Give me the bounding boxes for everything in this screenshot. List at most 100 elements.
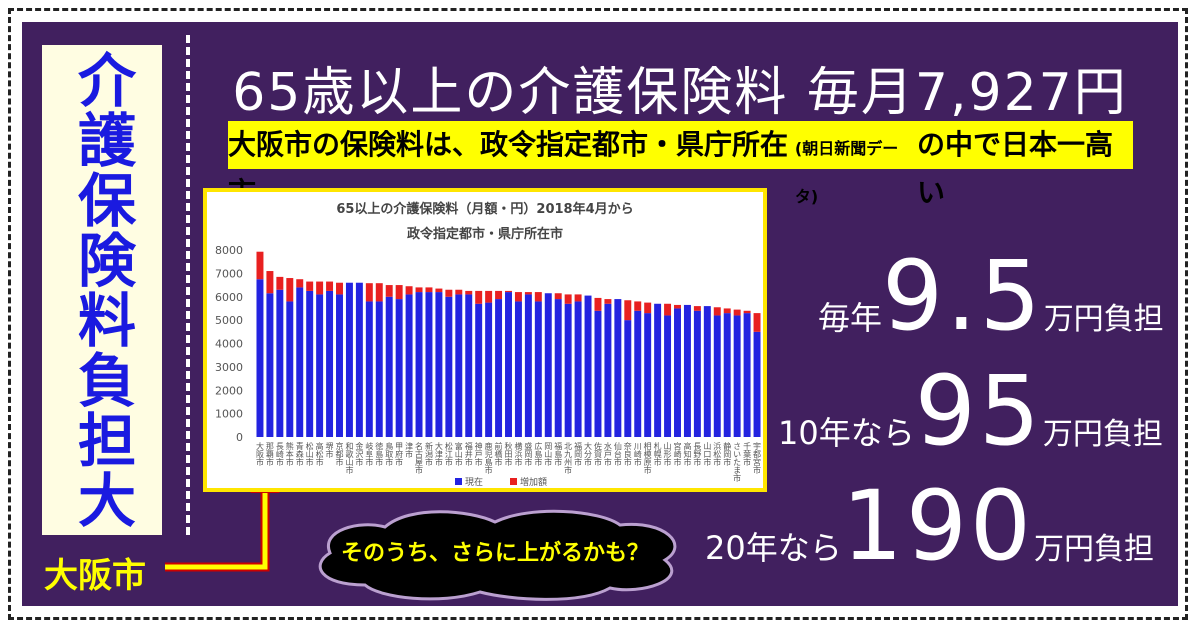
- bar-segment: [475, 290, 483, 304]
- bar-segment: [326, 281, 334, 291]
- bar-segment: [445, 289, 453, 297]
- bar-segment: [664, 303, 672, 316]
- cloud: [318, 509, 677, 601]
- x-tick-label: さいたま市: [733, 442, 742, 483]
- x-tick-label: 盛岡市: [524, 441, 533, 467]
- bar-segment: [455, 294, 463, 437]
- x-tick-label: 宇都宮市: [753, 441, 762, 475]
- bar-segment: [514, 292, 522, 302]
- bar-segment: [743, 310, 751, 314]
- cost-prefix: 10年なら: [778, 414, 915, 452]
- x-tick-label: 松江市: [444, 441, 453, 467]
- x-tick-label: 鹿児島市: [484, 441, 493, 475]
- bar-segment: [733, 309, 741, 316]
- y-tick-label: 4000: [215, 338, 243, 351]
- bar-segment: [644, 313, 652, 437]
- bar-segment: [485, 302, 493, 437]
- cost-amount: 95: [914, 355, 1043, 467]
- cost-line: 毎年 9.5 万円負担: [818, 240, 1164, 352]
- x-tick-label: 福井市: [464, 442, 473, 467]
- bar-segment: [753, 313, 761, 332]
- bar-segment: [276, 289, 284, 437]
- legend-label: 増加額: [520, 476, 547, 488]
- bar-segment: [554, 293, 562, 300]
- legend-swatch: [455, 478, 462, 485]
- bar-segment: [345, 282, 353, 437]
- x-tick-label: 鳥取市: [385, 441, 394, 467]
- bar-segment: [594, 297, 602, 311]
- y-tick-label: 7000: [215, 267, 243, 280]
- bar-segment: [495, 290, 503, 300]
- bar-segment: [495, 299, 503, 437]
- bar-segment: [415, 287, 423, 293]
- x-tick-label: 岡山市: [544, 442, 553, 467]
- bar-segment: [475, 303, 483, 437]
- x-tick-label: 福島市: [554, 442, 563, 467]
- bar-segment: [564, 294, 572, 304]
- x-tick-label: 福岡市: [574, 442, 583, 467]
- bar-segment: [634, 310, 642, 437]
- bar-segment: [286, 301, 294, 437]
- bar-segment: [256, 279, 264, 437]
- headline: 65歳以上の介護保険料 毎月7,927円: [232, 63, 1128, 123]
- y-tick-label: 0: [236, 431, 243, 444]
- bar-segment: [336, 294, 343, 437]
- x-tick-label: 名古屋市: [415, 441, 424, 475]
- bar-segment: [554, 299, 562, 437]
- bar-segment: [654, 303, 662, 437]
- bar-segment: [564, 303, 572, 437]
- x-tick-label: 水戸市: [603, 441, 612, 467]
- legend-label: 現在: [465, 476, 483, 488]
- bar-segment: [664, 315, 672, 437]
- bar-segment: [524, 292, 532, 295]
- bar-segment: [624, 320, 632, 437]
- bar-segment: [435, 292, 443, 437]
- chart: 65以上の介護保険料（月額・円）2018年4月から 政令指定都市・県庁所在市 0…: [203, 188, 767, 492]
- bar-segment: [693, 306, 701, 311]
- x-tick-label: 大津市: [434, 441, 443, 467]
- banner-note: (朝日新聞データ): [794, 139, 899, 206]
- bar-segment: [365, 301, 373, 437]
- bar-segment: [743, 313, 751, 437]
- x-tick-label: 浜松市: [713, 441, 722, 467]
- x-tick-label: 前橋市: [494, 441, 503, 467]
- bar-segment: [574, 294, 582, 302]
- cost-amount: 9.5: [882, 240, 1044, 352]
- bar-segment: [584, 295, 592, 437]
- x-tick-label: 津市: [405, 441, 414, 459]
- x-tick-label: 札幌市: [653, 441, 662, 467]
- x-tick-label: 山口市: [703, 441, 712, 467]
- callout-label: 大阪市: [44, 556, 146, 596]
- y-tick-label: 5000: [215, 314, 243, 327]
- bar-segment: [524, 294, 532, 437]
- bar-segment: [306, 290, 314, 437]
- bar-segment: [465, 294, 473, 437]
- x-tick-label: 山形市: [663, 441, 672, 467]
- x-tick-label: 横浜市: [514, 441, 523, 467]
- y-tick-label: 6000: [215, 291, 243, 304]
- x-tick-label: 金沢市: [355, 441, 364, 467]
- bar-segment: [435, 288, 443, 293]
- bar-segment: [544, 293, 552, 437]
- bar-segment: [674, 304, 681, 309]
- x-tick-label: 新潟市: [424, 441, 433, 467]
- x-tick-label: 佐賀市: [593, 441, 602, 467]
- bar-segment: [286, 278, 294, 302]
- bar-segment: [753, 331, 761, 437]
- y-tick-label: 8000: [215, 244, 243, 257]
- x-tick-label: 奈良市: [623, 441, 632, 467]
- x-tick-label: 高松市: [315, 441, 324, 467]
- banner-text: の中で日本一高い: [917, 128, 1114, 209]
- bar-segment: [713, 307, 721, 316]
- x-tick-label: 堺市: [325, 441, 334, 459]
- x-tick-label: 富山市: [454, 441, 463, 467]
- bar-segment: [723, 308, 731, 314]
- bar-segment: [316, 281, 324, 295]
- chart-subtitle: 政令指定都市・県庁所在市: [407, 226, 563, 242]
- bar-segment: [604, 303, 612, 437]
- bar-segment: [574, 301, 582, 437]
- cost-prefix: 20年なら: [705, 529, 842, 567]
- bar-segment: [425, 292, 433, 437]
- y-tick-label: 3000: [215, 361, 243, 374]
